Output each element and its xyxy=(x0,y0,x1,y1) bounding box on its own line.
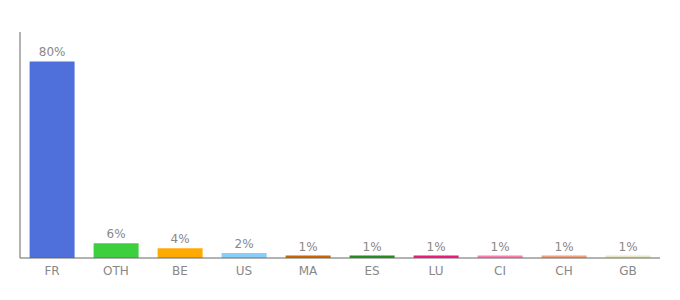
svg-text:GB: GB xyxy=(619,264,637,278)
svg-text:CH: CH xyxy=(555,264,572,278)
svg-text:6%: 6% xyxy=(107,227,126,241)
svg-text:BE: BE xyxy=(172,264,188,278)
svg-text:CI: CI xyxy=(494,264,506,278)
svg-text:FR: FR xyxy=(44,264,59,278)
svg-text:1%: 1% xyxy=(427,240,446,254)
svg-text:ES: ES xyxy=(364,264,379,278)
svg-text:1%: 1% xyxy=(491,240,510,254)
svg-text:US: US xyxy=(236,264,252,278)
svg-text:MA: MA xyxy=(299,264,318,278)
svg-text:1%: 1% xyxy=(363,240,382,254)
svg-text:80%: 80% xyxy=(39,45,66,59)
svg-text:1%: 1% xyxy=(299,240,318,254)
svg-text:2%: 2% xyxy=(235,237,254,251)
svg-text:4%: 4% xyxy=(171,232,190,246)
svg-text:1%: 1% xyxy=(555,240,574,254)
svg-text:LU: LU xyxy=(429,264,444,278)
svg-text:OTH: OTH xyxy=(103,264,129,278)
svg-text:1%: 1% xyxy=(619,240,638,254)
